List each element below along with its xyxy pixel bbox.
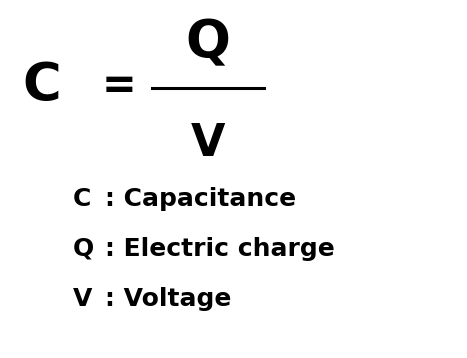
Text: C: C xyxy=(72,187,91,211)
Text: V: V xyxy=(191,122,225,165)
Text: =: = xyxy=(102,65,136,107)
Text: : Voltage: : Voltage xyxy=(105,287,232,311)
Text: Q: Q xyxy=(185,17,230,69)
Text: Q: Q xyxy=(72,237,94,261)
Text: C: C xyxy=(23,60,61,112)
Text: : Capacitance: : Capacitance xyxy=(105,187,296,211)
Text: V: V xyxy=(72,287,92,311)
Text: : Electric charge: : Electric charge xyxy=(105,237,335,261)
